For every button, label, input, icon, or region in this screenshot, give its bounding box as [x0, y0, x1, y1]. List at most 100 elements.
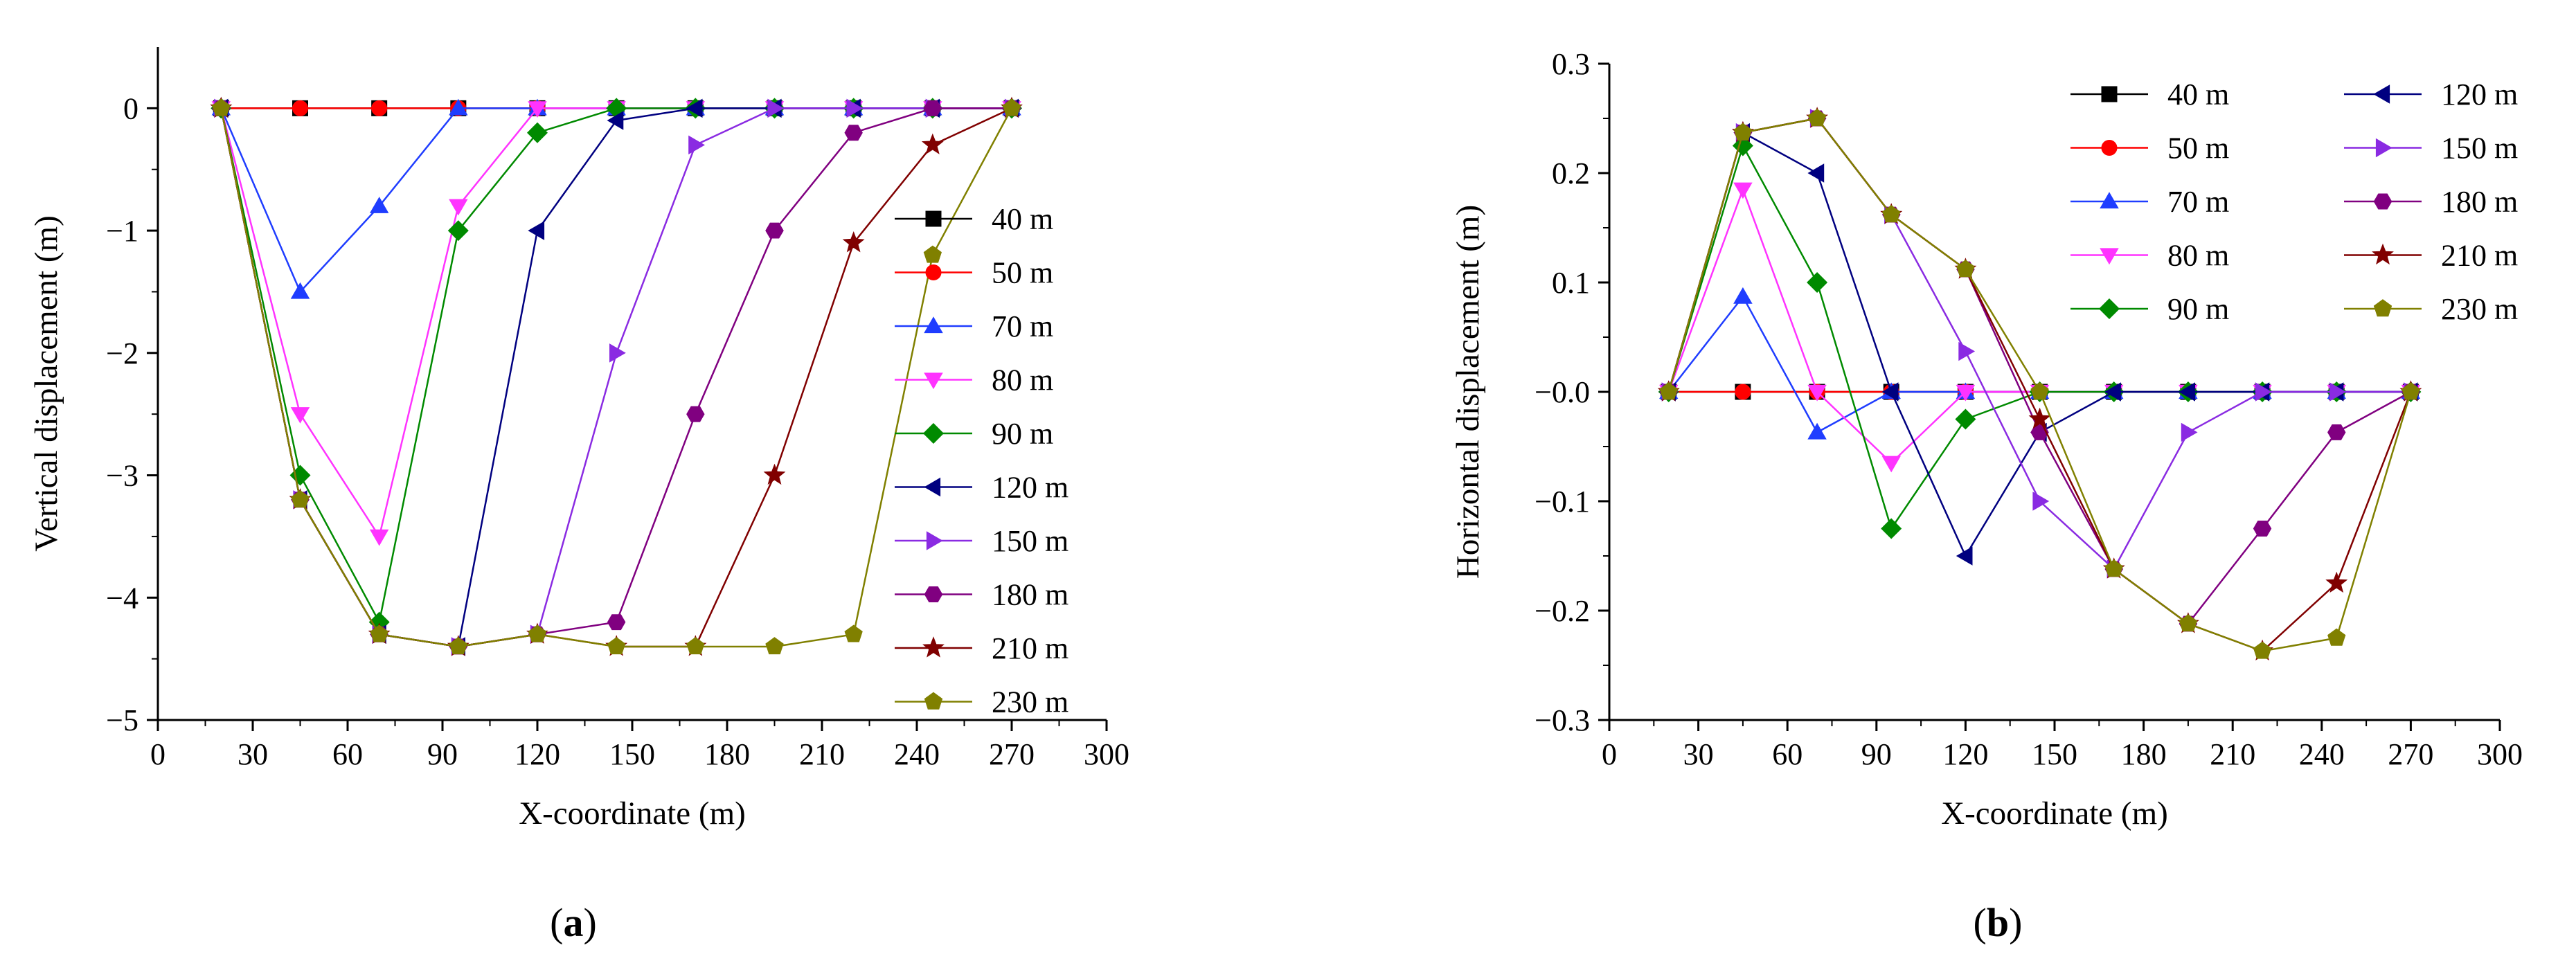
panel-b-data-point-120-m	[1956, 546, 1973, 566]
panel-a-data-point-70-m	[290, 282, 310, 299]
panel-b-legend-label-50-m: 50 m	[2167, 132, 2229, 165]
panel-a-data-point-150-m	[688, 135, 706, 155]
panel-b-data-point-80-m	[1956, 384, 1976, 402]
panel-a-legend-marker-40-m	[925, 210, 942, 227]
panel-b-data-point-210-m	[2028, 407, 2051, 429]
panel-b-legend-label-80-m: 80 m	[2167, 239, 2229, 273]
panel-b-legend-marker-70-m	[2100, 192, 2119, 209]
panel-a-legend-label-50-m: 50 m	[992, 256, 1053, 290]
panel-b-data-point-70-m	[1733, 287, 1753, 304]
panel-b-data-point-90-m	[1881, 518, 1902, 539]
panel-b-data-point-230-m	[2179, 614, 2198, 632]
panel-b-y-tick-label: −0.0	[1535, 375, 1590, 409]
panel-b-data-point-230-m	[1733, 123, 1753, 141]
panel-a-legend-marker-80-m	[924, 372, 943, 390]
panel-a-x-tick-label: 90	[427, 737, 458, 771]
panel-a-data-point-50-m	[371, 100, 388, 116]
panel-a-data-point-210-m	[921, 133, 944, 154]
panel-b-data-point-230-m	[2327, 628, 2346, 646]
panel-a-y-axis-title: Vertical displacement (m)	[28, 215, 64, 551]
panel-b-legend-item-90-m: 90 m	[2070, 292, 2229, 326]
panel-a-data-point-50-m	[292, 100, 308, 116]
panel-a-data-point-180-m	[844, 125, 863, 141]
panel-b-legend-marker-150-m	[2375, 138, 2392, 158]
panel-b-data-point-150-m	[2329, 382, 2346, 402]
panel-b-legend-label-180-m: 180 m	[2441, 185, 2518, 219]
panel-b-data-point-90-m	[1807, 271, 1828, 294]
panel-b-legend-label-230-m: 230 m	[2441, 292, 2518, 326]
panel-b-legend-marker-40-m	[2101, 86, 2118, 102]
panel-a-data-point-230-m	[291, 490, 310, 508]
panel-b-x-tick-label: 0	[1602, 737, 1617, 771]
panel-b-legend-item-50-m: 50 m	[2070, 132, 2229, 165]
panel-b-data-point-150-m	[2181, 422, 2198, 442]
panel-a-x-tick-label: 210	[799, 737, 845, 771]
panel-b-x-tick-label: 180	[2121, 737, 2167, 771]
panel-b-legend-marker-50-m	[2101, 140, 2118, 156]
panel-b-data-point-210-m	[2325, 571, 2348, 593]
panel-a-data-point-230-m	[370, 624, 388, 642]
panel-a-legend-item-150-m: 150 m	[895, 524, 1068, 558]
panel-b-legend-item-180-m: 180 m	[2344, 185, 2518, 219]
panel-b-data-point-90-m	[1955, 408, 1976, 430]
panel-b-x-tick-label: 150	[2032, 737, 2077, 771]
panel-a-legend-item-80-m: 80 m	[895, 363, 1053, 397]
panel-a-data-point-150-m	[609, 343, 626, 363]
panel-a-legend-label-40-m: 40 m	[992, 202, 1053, 236]
panel-a-y-tick-label: −2	[106, 336, 138, 370]
panel-a-legend-item-120-m: 120 m	[895, 471, 1068, 505]
panel-b-legend-label-120-m: 120 m	[2441, 78, 2518, 111]
panel-b-caption: (b)	[1974, 900, 2023, 945]
panel-a-data-point-230-m	[765, 637, 784, 655]
panel-a-data-point-120-m	[686, 98, 703, 118]
panel-a-vertical-displacement: 0 30 60 90 120 150 180 210 240 270 300 −5 −4 −3 −2 −1 0 X…	[28, 47, 1129, 831]
panel-a-data-point-90-m	[447, 220, 469, 242]
panel-a-data-point-150-m	[767, 98, 785, 118]
panel-a-data-point-230-m	[686, 637, 705, 655]
panel-a-legend-marker-230-m	[924, 692, 943, 710]
panel-a-legend-label-210-m: 210 m	[992, 631, 1068, 665]
panel-a-legend-item-180-m: 180 m	[895, 578, 1068, 612]
panel-b-data-point-80-m	[1807, 384, 1827, 402]
panel-b-y-axis-title: Horizontal displacement (m)	[1450, 205, 1486, 579]
panel-a-legend-label-230-m: 230 m	[992, 685, 1068, 719]
panel-a-data-point-230-m	[844, 624, 863, 642]
panel-a-data-point-230-m	[607, 637, 626, 655]
panel-a-legend-marker-210-m	[922, 636, 945, 658]
panel-a-y-tick-label: −4	[106, 581, 138, 615]
panel-a-legend-marker-70-m	[924, 316, 943, 334]
panel-b-y-tick-label: 0.3	[1552, 47, 1590, 81]
panel-b-x-tick-label: 210	[2210, 737, 2255, 771]
panel-b-legend: 40 m 50 m 70 m 80 m 90 m 120 m 150 m 180 m 210 m…	[2070, 78, 2518, 326]
panel-b-data-point-80-m	[1881, 456, 1901, 473]
panel-b-data-point-150-m	[1958, 341, 1976, 361]
panel-b-legend-item-120-m: 120 m	[2344, 78, 2518, 111]
panel-a-x-tick-label: 60	[332, 737, 363, 771]
panel-a-legend-label-70-m: 70 m	[992, 309, 1053, 343]
panel-a-data-point-180-m	[607, 614, 626, 631]
panel-b-data-point-150-m	[2255, 382, 2272, 402]
panel-a-y-tick-label: −3	[106, 459, 138, 493]
panel-a-data-point-120-m	[528, 221, 545, 240]
panel-a-legend-item-40-m: 40 m	[895, 202, 1053, 236]
panel-b-data-point-230-m	[2401, 382, 2420, 400]
panel-a-x-tick-label: 240	[894, 737, 940, 771]
panel-b-data-point-70-m	[1807, 422, 1827, 440]
panel-a-data-point-230-m	[212, 98, 231, 116]
panel-b-y-tick-label: 0.1	[1552, 266, 1590, 300]
panel-b-x-tick-label: 90	[1861, 737, 1892, 771]
panel-a-legend-item-90-m: 90 m	[895, 417, 1053, 451]
panel-a-legend-item-70-m: 70 m	[895, 309, 1053, 343]
panel-b-horizontal-displacement: 0 30 60 90 120 150 180 210 240 270 300 −0.3 −0.2 −0.1…	[1450, 47, 2523, 831]
panel-a-legend-marker-180-m	[924, 586, 943, 602]
panel-b-legend-label-210-m: 210 m	[2441, 239, 2518, 273]
panel-b-x-tick-label: 270	[2388, 737, 2433, 771]
panel-b-data-point-180-m	[2253, 521, 2272, 537]
panel-a-data-point-230-m	[1002, 98, 1021, 116]
panel-a-x-tick-label: 30	[238, 737, 268, 771]
panel-b-legend-marker-90-m	[2098, 298, 2120, 320]
panel-a-y-tick-label: −1	[106, 214, 138, 248]
panel-a-data-point-180-m	[765, 222, 784, 239]
panel-a-legend-label-80-m: 80 m	[992, 363, 1053, 397]
